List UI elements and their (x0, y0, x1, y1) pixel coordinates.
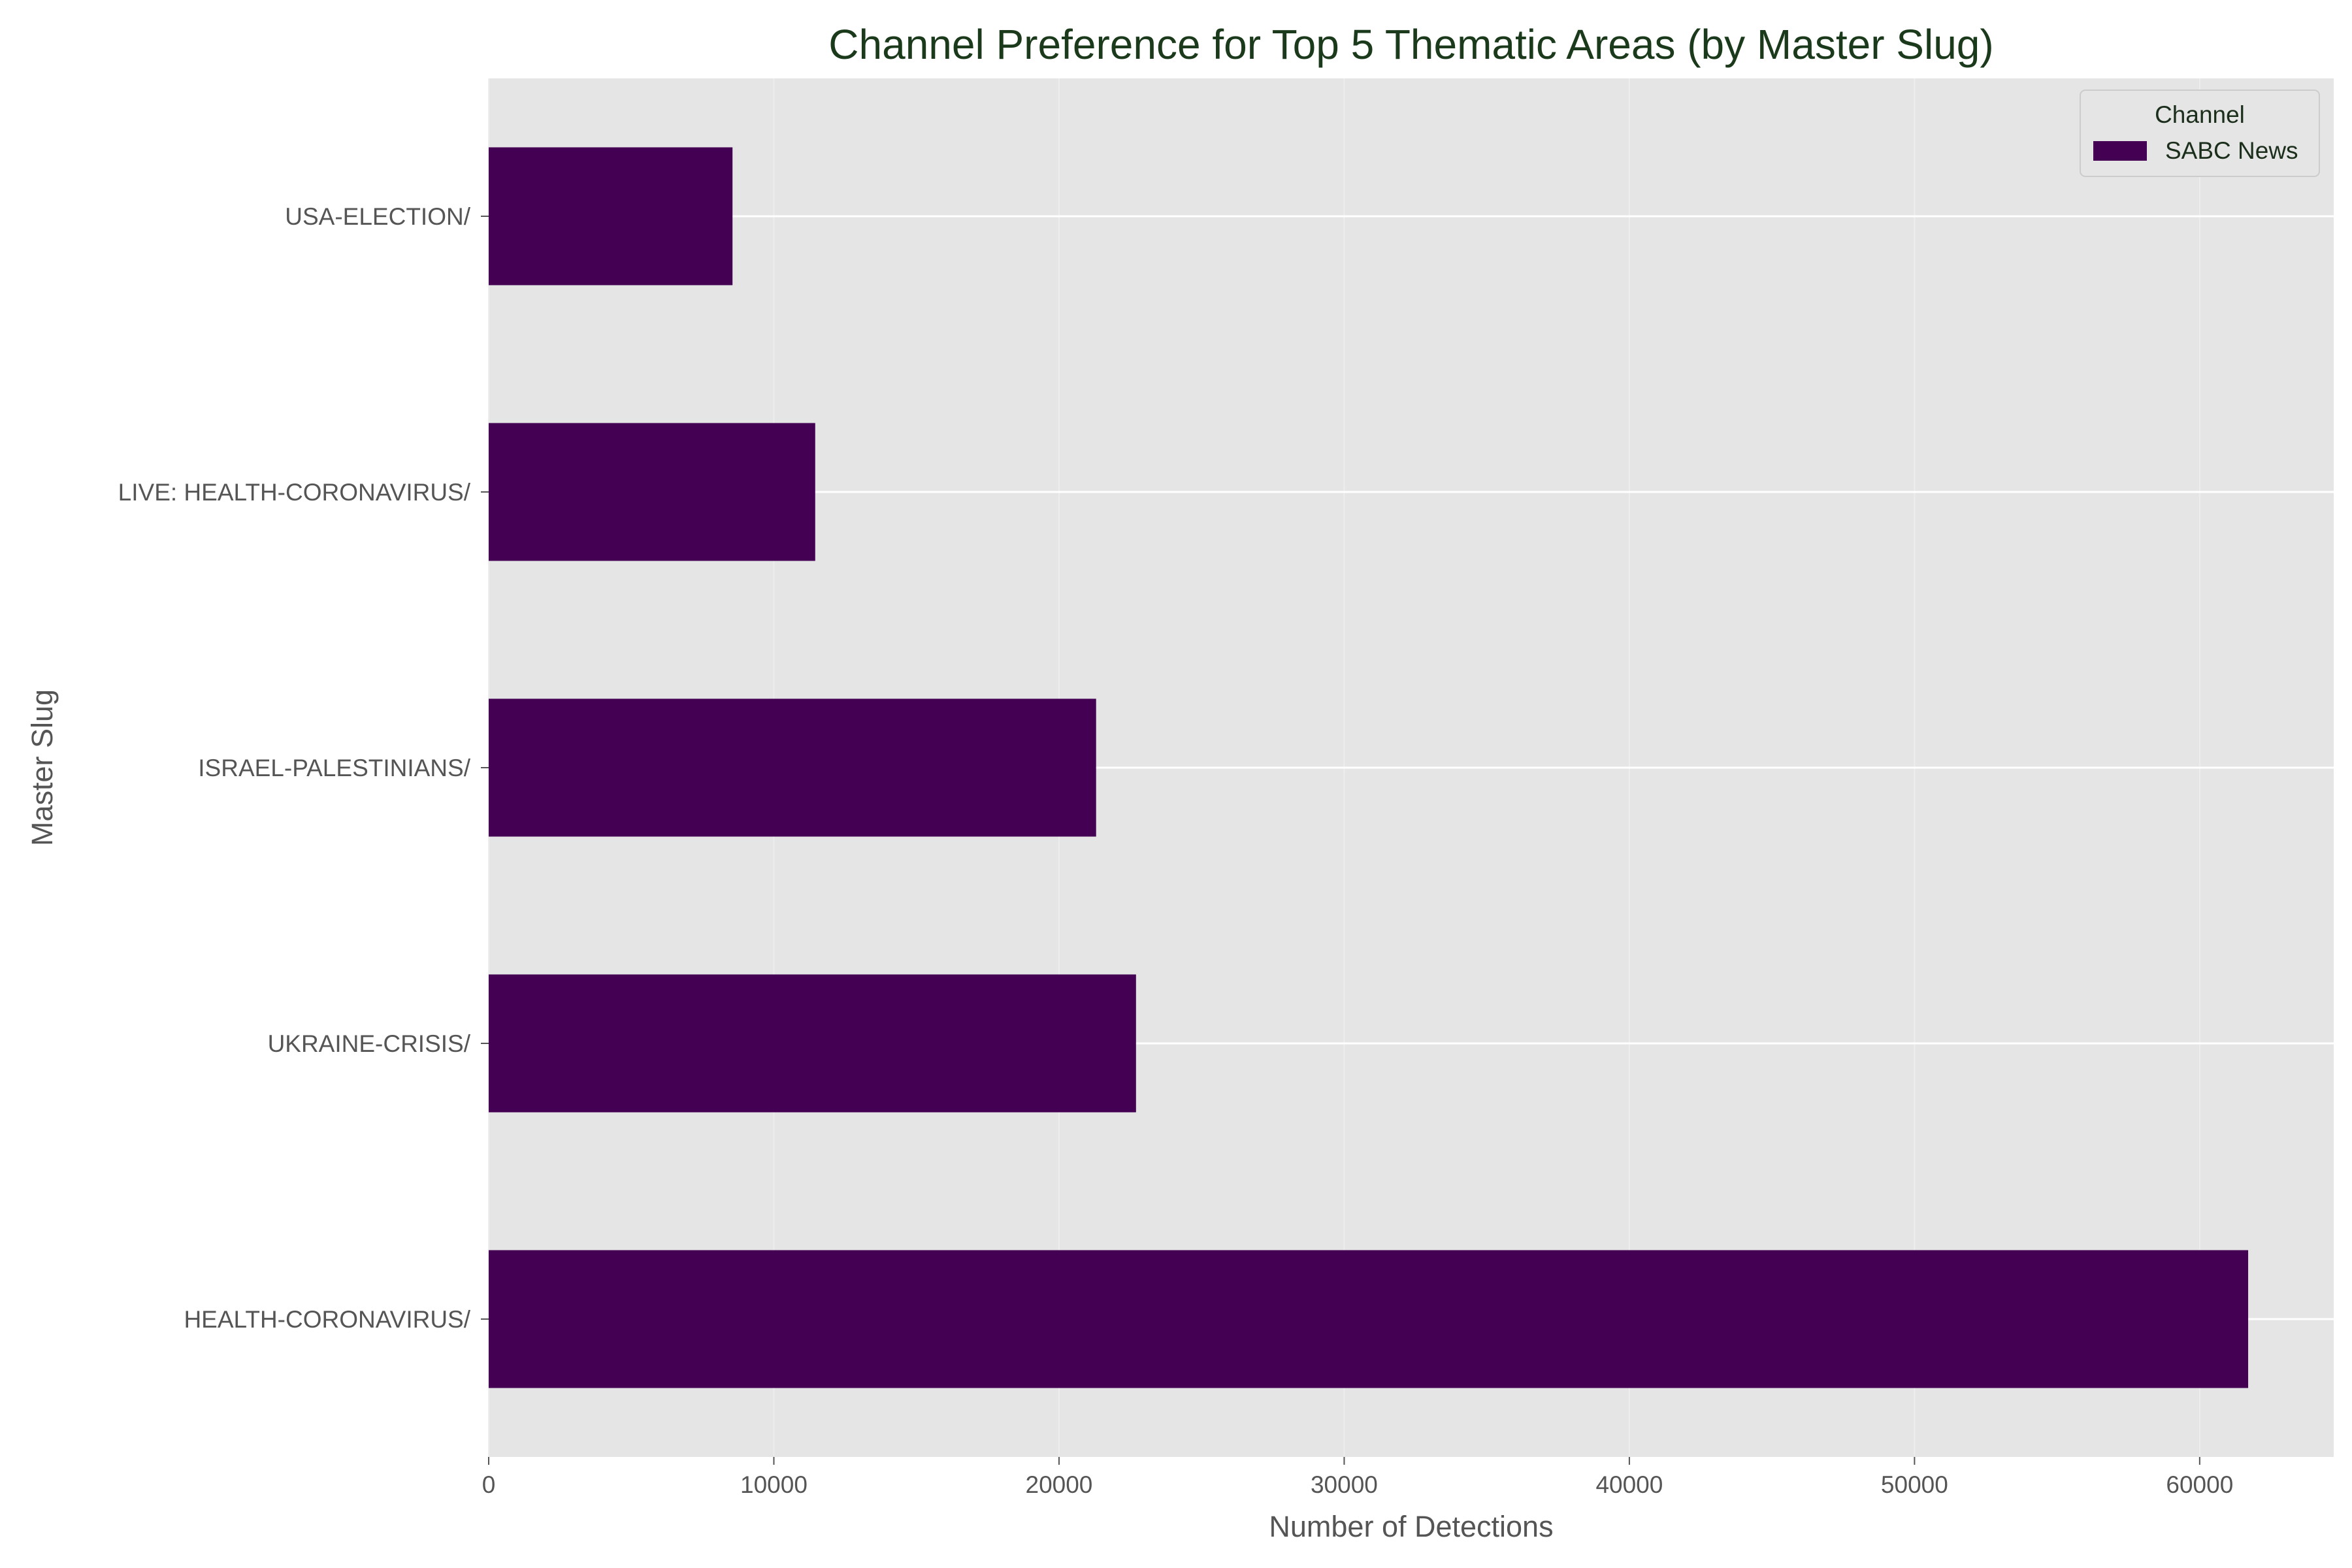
y-tick-label: USA-ELECTION/ (285, 203, 470, 230)
x-axis-ticks: 0 10000 20000 30000 40000 50000 60000 (482, 1457, 2233, 1498)
bars (489, 147, 2249, 1388)
bar-1 (489, 1250, 2249, 1388)
y-tick-label: LIVE: HEALTH-CORONAVIRUS/ (118, 479, 471, 506)
x-tick-label: 20000 (1026, 1471, 1093, 1498)
legend-entry-label: SABC News (2165, 137, 2298, 164)
bar-5 (489, 147, 733, 286)
legend: Channel SABC News (2080, 90, 2320, 177)
y-tick-label: ISRAEL-PALESTINIANS/ (198, 755, 470, 781)
x-tick-label: 0 (482, 1471, 496, 1498)
y-axis-ticks: HEALTH-CORONAVIRUS/UKRAINE-CRISIS/ISRAEL… (118, 203, 489, 1333)
x-axis-label: Number of Detections (1269, 1510, 1553, 1543)
y-axis-label: Master Slug (25, 689, 59, 846)
y-tick-label: UKRAINE-CRISIS/ (268, 1030, 471, 1057)
chart-title: Channel Preference for Top 5 Thematic Ar… (828, 21, 1993, 68)
x-tick-label: 60000 (2166, 1471, 2233, 1498)
x-tick-label: 10000 (740, 1471, 808, 1498)
legend-swatch (2093, 141, 2147, 161)
bar-3 (489, 698, 1096, 837)
x-tick-label: 50000 (1881, 1471, 1948, 1498)
x-tick-label: 40000 (1595, 1471, 1663, 1498)
bar-2 (489, 974, 1136, 1113)
x-tick-label: 30000 (1311, 1471, 1378, 1498)
legend-title: Channel (2155, 101, 2245, 128)
bar-4 (489, 423, 815, 561)
y-tick-label: HEALTH-CORONAVIRUS/ (184, 1306, 470, 1333)
